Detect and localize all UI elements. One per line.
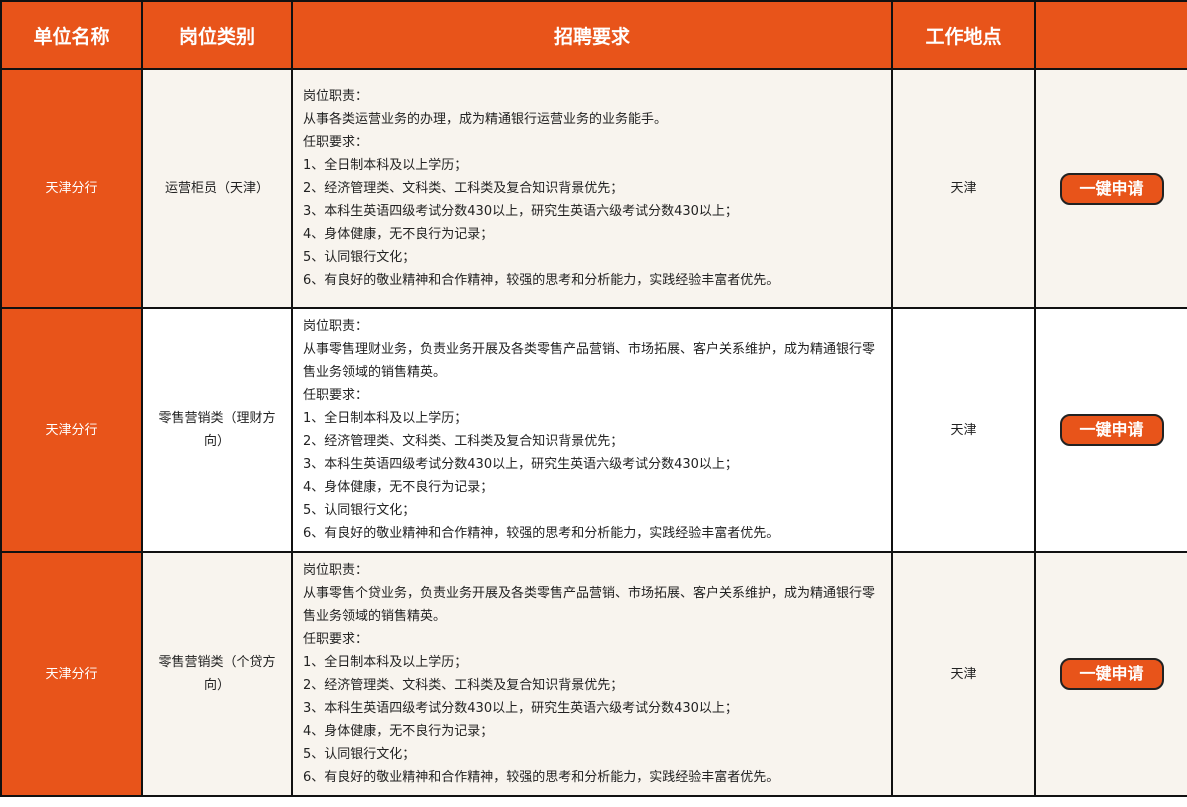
requirement-line: 3、本科生英语四级考试分数430以上，研究生英语六级考试分数430以上； [303,701,738,716]
header-category: 岗位类别 [141,0,293,70]
requirement-line: 3、本科生英语四级考试分数430以上，研究生英语六级考试分数430以上； [303,457,738,472]
requirement-line: 4、身体健康，无不良行为记录； [303,480,494,495]
requirements: 岗位职责： 从事零售理财业务，负责业务开展及各类零售产品营销、市场拓展、客户关系维… [291,307,893,553]
requirement-line: 5、认同银行文化； [303,503,416,518]
requirement-line: 2、经济管理类、文科类、工科类及复合知识背景优先； [303,678,624,693]
requirement-line: 1、全日制本科及以上学历； [303,655,468,670]
apply-button[interactable]: 一键申请 [1059,658,1164,690]
work-location: 天津 [891,551,1036,797]
requirements: 岗位职责： 从事零售个贷业务，负责业务开展及各类零售产品营销、市场拓展、客户关系维… [291,551,893,797]
unit-name: 天津分行 [0,551,143,797]
requirement-line: 1、全日制本科及以上学历； [303,158,468,173]
header-action [1034,0,1187,70]
requirement-line: 6、有良好的敬业精神和合作精神，较强的思考和分析能力，实践经验丰富者优先。 [303,273,780,288]
header-location: 工作地点 [891,0,1036,70]
requirement-line: 任职要求： [303,388,369,403]
requirement-line: 3、本科生英语四级考试分数430以上，研究生英语六级考试分数430以上； [303,204,738,219]
requirement-line: 5、认同银行文化； [303,250,416,265]
requirement-line: 从事零售个贷业务，负责业务开展及各类零售产品营销、市场拓展、客户关系维护，成为精… [303,586,876,624]
action-cell: 一键申请 [1034,307,1187,553]
requirement-line: 5、认同银行文化； [303,747,416,762]
requirement-line: 从事各类运营业务的办理，成为精通银行运营业务的业务能手。 [303,112,668,127]
requirement-line: 4、身体健康，无不良行为记录； [303,724,494,739]
requirement-line: 4、身体健康，无不良行为记录； [303,227,494,242]
table-row: 天津分行 零售营销类（理财方向） 岗位职责： 从事零售理财业务，负责业务开展及各类… [0,307,1187,553]
job-category: 零售营销类（个贷方向） [141,551,293,797]
requirement-line: 从事零售理财业务，负责业务开展及各类零售产品营销、市场拓展、客户关系维护，成为精… [303,342,876,380]
job-category: 零售营销类（理财方向） [141,307,293,553]
requirement-line: 岗位职责： [303,563,369,578]
requirement-line: 2、经济管理类、文科类、工科类及复合知识背景优先； [303,434,624,449]
table-header: 单位名称 岗位类别 招聘要求 工作地点 [0,0,1187,70]
requirement-line: 任职要求： [303,632,369,647]
action-cell: 一键申请 [1034,551,1187,797]
requirement-line: 任职要求： [303,135,369,150]
job-category: 运营柜员（天津） [141,68,293,309]
table-row: 天津分行 零售营销类（个贷方向） 岗位职责： 从事零售个贷业务，负责业务开展及各类… [0,551,1187,797]
apply-button[interactable]: 一键申请 [1059,414,1164,446]
requirement-line: 6、有良好的敬业精神和合作精神，较强的思考和分析能力，实践经验丰富者优先。 [303,770,780,785]
work-location: 天津 [891,307,1036,553]
requirement-line: 6、有良好的敬业精神和合作精神，较强的思考和分析能力，实践经验丰富者优先。 [303,526,780,541]
requirement-line: 2、经济管理类、文科类、工科类及复合知识背景优先； [303,181,624,196]
requirement-line: 岗位职责： [303,89,369,104]
action-cell: 一键申请 [1034,68,1187,309]
apply-button[interactable]: 一键申请 [1059,172,1164,205]
work-location: 天津 [891,68,1036,309]
requirement-line: 岗位职责： [303,319,369,334]
requirements: 岗位职责： 从事各类运营业务的办理，成为精通银行运营业务的业务能手。 任职要求： 1、… [291,68,893,309]
requirement-line: 1、全日制本科及以上学历； [303,411,468,426]
unit-name: 天津分行 [0,307,143,553]
table-row: 天津分行 运营柜员（天津） 岗位职责： 从事各类运营业务的办理，成为精通银行运营业… [0,68,1187,309]
header-requirements: 招聘要求 [291,0,893,70]
unit-name: 天津分行 [0,68,143,309]
header-unit: 单位名称 [0,0,143,70]
